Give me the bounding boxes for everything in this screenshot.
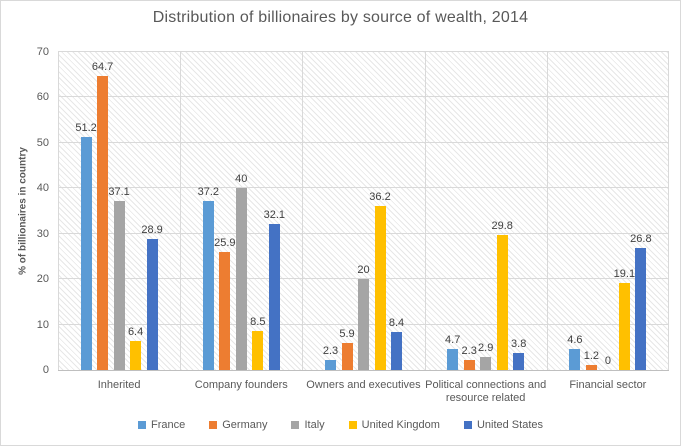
y-tick-label: 60: [36, 91, 49, 104]
data-label: 28.9: [141, 223, 163, 236]
legend-label: United States: [476, 419, 543, 431]
data-label: 25.9: [214, 237, 236, 250]
data-label: 1.2: [583, 349, 600, 362]
x-category-label: Political connections and resource relat…: [425, 379, 547, 404]
bar-france: [80, 137, 92, 370]
bar-germany: [341, 343, 353, 370]
bar-united-kingdom: [374, 205, 386, 370]
bar-united-states: [268, 224, 280, 370]
legend: France Germany Italy United Kingdom United S…: [1, 419, 680, 431]
data-label: 51.2: [75, 122, 97, 135]
data-label: 4.7: [445, 333, 461, 346]
bar-france: [569, 349, 581, 370]
bar-united-kingdom: [252, 331, 264, 370]
x-axis-line: [58, 370, 669, 371]
data-label: 64.7: [91, 61, 114, 74]
data-label: 5.9: [339, 328, 355, 341]
data-label: 8.5: [250, 316, 266, 329]
data-label: 6.4: [127, 325, 144, 338]
bar-united-kingdom: [618, 283, 630, 370]
plot-area: 51.2 37.2 2.3 4.7 4.6 64.7 25.9 5.9 2.3 1.2 37.1 40…: [58, 51, 669, 371]
data-label: 0: [604, 355, 611, 367]
y-tick-label: 0: [42, 364, 49, 376]
x-category-label: Financial sector: [569, 379, 647, 391]
gridline-vertical: [425, 52, 426, 370]
data-label: 8.4: [388, 316, 405, 329]
x-category-label: Owners and executives: [306, 379, 421, 391]
bar-france: [325, 359, 336, 370]
legend-label: Italy: [304, 419, 325, 431]
bar-italy: [480, 356, 492, 370]
gridline-horizontal: [58, 96, 669, 98]
y-tick-label: 20: [36, 273, 49, 286]
y-tick-label: 40: [36, 182, 49, 195]
data-label: 20: [357, 264, 370, 277]
legend-item: Germany: [209, 419, 267, 431]
legend-item: France: [137, 419, 186, 431]
gridline-horizontal: [58, 232, 669, 234]
legend-item: Italy: [291, 419, 325, 431]
bar-germany: [97, 76, 109, 370]
bar-united-states: [635, 248, 647, 370]
y-tick-label: 70: [36, 46, 49, 58]
data-label: 32.1: [263, 209, 285, 222]
data-label: 2.9: [478, 341, 494, 354]
bar-italy: [235, 188, 247, 370]
y-tick-label: 30: [36, 227, 49, 240]
data-label: 29.8: [491, 219, 513, 232]
legend-swatch: [463, 421, 472, 429]
bar-france: [447, 348, 459, 370]
x-category-label: Company founders: [194, 379, 288, 391]
data-label: 36.2: [369, 190, 391, 203]
legend-swatch: [137, 421, 146, 429]
data-label: 3.8: [511, 337, 527, 350]
bar-united-states: [146, 238, 158, 370]
gridline-vertical: [668, 52, 669, 370]
bar-germany: [585, 364, 597, 370]
data-label: 4.6: [567, 334, 583, 347]
bar-germany: [219, 252, 231, 370]
bar-germany: [463, 359, 475, 370]
data-label: 37.1: [108, 186, 130, 199]
gridline-horizontal: [58, 187, 669, 189]
legend-item: United States: [463, 419, 543, 431]
gridline-horizontal: [58, 278, 669, 280]
gridline-horizontal: [58, 141, 669, 143]
data-label: 26.8: [630, 233, 652, 246]
bar-united-kingdom: [130, 340, 142, 370]
data-label: 40: [235, 173, 248, 186]
legend-label: France: [150, 419, 186, 431]
legend-swatch: [209, 421, 218, 429]
gridline-horizontal: [58, 51, 669, 52]
y-tick-label: 10: [36, 318, 49, 331]
bar-united-states: [513, 352, 525, 370]
data-label: 37.2: [197, 186, 219, 198]
bar-united-states: [391, 331, 402, 370]
legend-swatch: [291, 421, 300, 429]
data-label: 2.3: [322, 344, 339, 357]
gridline-vertical: [180, 52, 181, 370]
legend-swatch: [348, 421, 357, 429]
x-axis-category-labels: Inherited Company founders Owners and exec…: [58, 379, 669, 405]
legend-item: United Kingdom: [348, 419, 440, 431]
bar-italy: [113, 201, 125, 370]
data-label: 19.1: [613, 268, 636, 281]
gridline-vertical: [302, 52, 303, 370]
bar-united-kingdom: [496, 234, 508, 370]
x-category-label: Inherited: [97, 379, 141, 391]
chart-title: Distribution of billionaires by source o…: [152, 9, 529, 26]
data-label: 2.3: [461, 344, 477, 357]
gridline-vertical: [547, 52, 548, 370]
y-tick-label: 50: [36, 136, 49, 149]
legend-label: Germany: [222, 419, 268, 431]
bar-france: [202, 201, 214, 370]
legend-label: United Kingdom: [361, 419, 440, 431]
gridline-vertical: [58, 52, 59, 370]
y-axis-tick-labels: 0 10 20 30 40 50 60 70: [1, 46, 49, 376]
bar-italy: [358, 279, 369, 370]
